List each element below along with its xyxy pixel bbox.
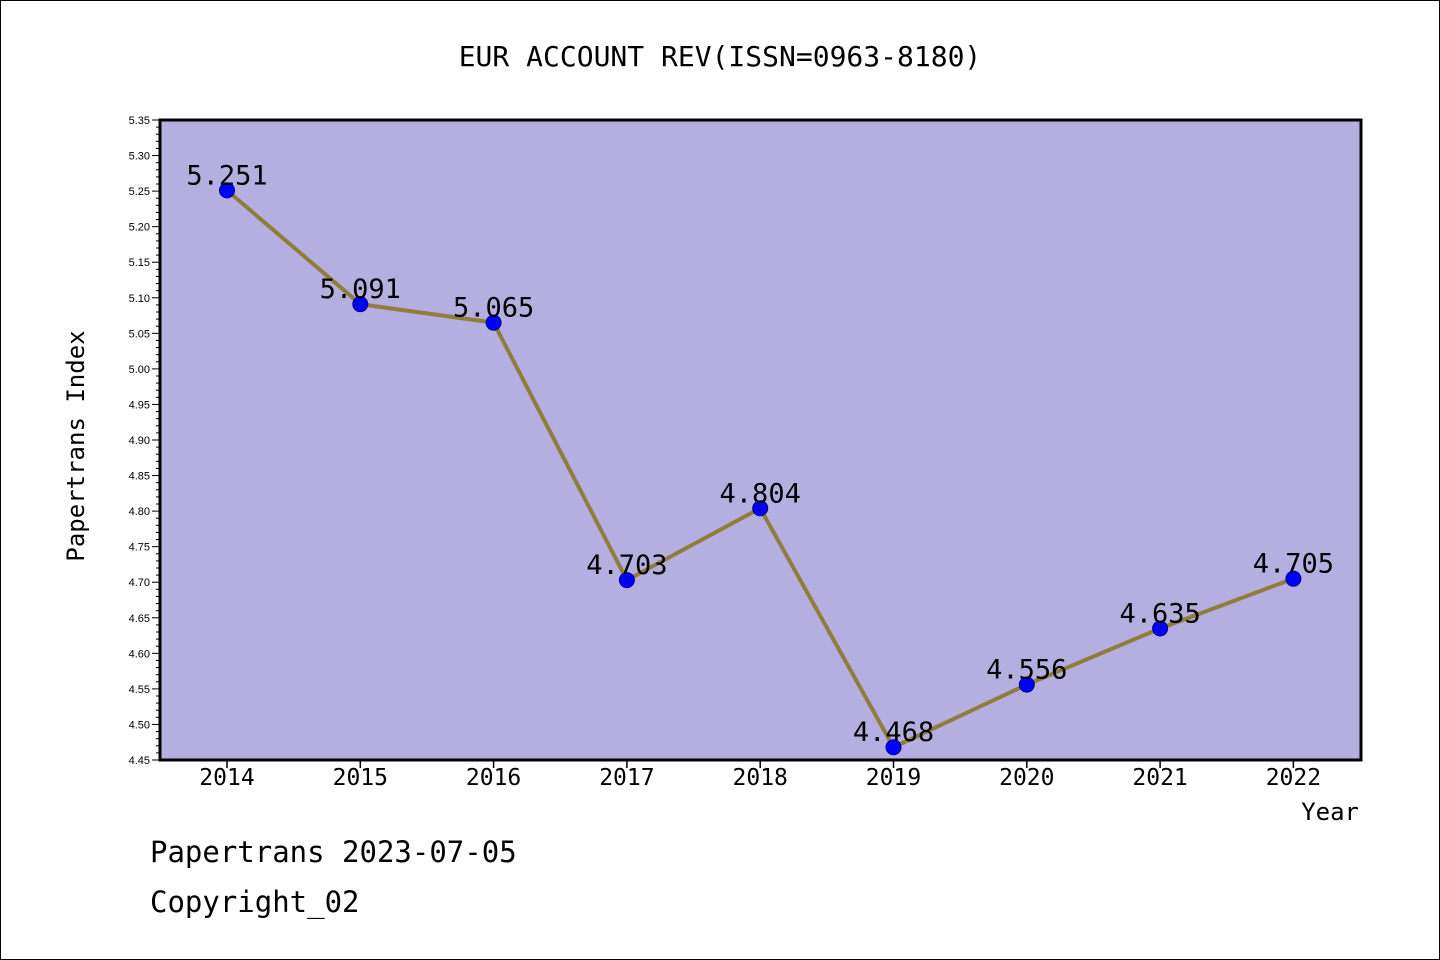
x-tick-label: 2022 — [1266, 765, 1321, 791]
y-tick-label: 5.10 — [129, 293, 150, 305]
data-label: 4.703 — [586, 550, 667, 581]
data-label: 5.065 — [453, 293, 534, 324]
data-point — [618, 572, 635, 589]
data-label: 4.804 — [720, 478, 801, 509]
data-point — [1152, 620, 1169, 637]
x-tick-label: 2020 — [999, 765, 1054, 791]
y-tick-label: 4.95 — [129, 399, 150, 411]
chart-title: EUR ACCOUNT REV(ISSN=0963-8180) — [459, 40, 982, 73]
plot-border — [158, 118, 1363, 762]
y-tick-label: 5.20 — [129, 222, 150, 234]
data-point — [1018, 676, 1035, 693]
footer-copyright: Copyright_02 — [150, 885, 360, 919]
y-tick-label: 4.80 — [129, 506, 150, 518]
y-tick-label: 5.15 — [129, 257, 150, 269]
y-tick-label: 4.50 — [129, 719, 150, 731]
x-tick-label: 2018 — [733, 765, 788, 791]
y-tick-label: 5.35 — [129, 115, 150, 127]
y-tick-label: 4.85 — [129, 471, 150, 483]
data-label: 4.705 — [1253, 549, 1334, 580]
x-axis-ticks: 2014 2015 2016 2017 2018 2019 2020 2021 2022 — [199, 760, 1321, 791]
data-point — [885, 739, 902, 756]
data-label: 4.468 — [853, 717, 934, 748]
data-point — [219, 182, 235, 199]
y-tick-label: 5.00 — [129, 364, 150, 376]
points-layer — [219, 182, 1302, 756]
y-tick-label: 5.30 — [129, 151, 150, 163]
y-axis-ticks: 4.45 4.50 4.55 4.60 4.65 4.70 4.75 4.80 4.85 4.90… — [129, 115, 160, 767]
data-point — [752, 500, 769, 517]
x-tick-label: 2015 — [333, 765, 388, 791]
x-tick-label: 2016 — [466, 765, 521, 791]
data-label: 4.556 — [986, 655, 1067, 686]
data-point — [352, 296, 369, 313]
data-label: 5.091 — [320, 274, 401, 305]
x-tick-label: 2021 — [1132, 765, 1187, 791]
footer-date: Papertrans 2023-07-05 — [150, 835, 517, 869]
data-label: 5.251 — [186, 160, 267, 191]
y-tick-label: 4.60 — [129, 648, 150, 660]
y-tick-label: 5.25 — [129, 186, 150, 198]
y-tick-label: 4.45 — [129, 755, 150, 767]
x-tick-label: 2017 — [599, 765, 654, 791]
plot-area — [160, 120, 1361, 760]
y-axis-title: Papertrans Index — [62, 330, 90, 561]
x-axis-title: Year — [1301, 798, 1359, 826]
y-tick-label: 4.75 — [129, 542, 150, 554]
data-point — [1285, 570, 1302, 587]
data-point — [485, 314, 502, 331]
y-tick-label: 4.90 — [129, 435, 150, 447]
x-tick-label: 2014 — [199, 765, 254, 791]
x-tick-label: 2019 — [866, 765, 921, 791]
y-tick-label: 5.05 — [129, 328, 150, 340]
data-label: 4.635 — [1119, 598, 1200, 629]
data-labels-layer: 5.251 5.091 5.065 4.703 4.804 4.468 4.556 4.635… — [186, 160, 1334, 748]
y-tick-label: 4.55 — [129, 684, 150, 696]
y-tick-label: 4.65 — [129, 613, 150, 625]
y-tick-label: 4.70 — [129, 577, 150, 589]
